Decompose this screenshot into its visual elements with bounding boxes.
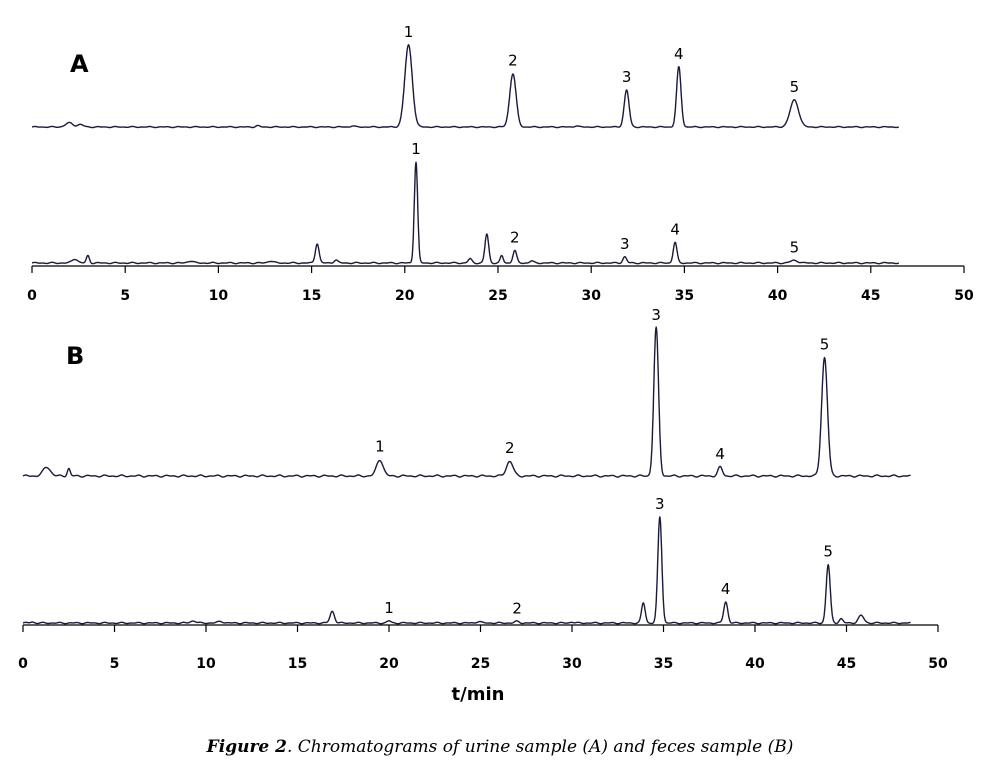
x-axis-title: t/min xyxy=(452,684,505,705)
peak-label: 4 xyxy=(670,220,680,238)
x-tick-label: 40 xyxy=(768,288,788,304)
x-tick-label: 45 xyxy=(861,288,880,304)
x-tick-label: 30 xyxy=(562,656,582,672)
figure-caption-text: . Chromatograms of urine sample (A) and … xyxy=(286,737,794,757)
x-tick-label: 5 xyxy=(110,656,120,672)
peak-label: 5 xyxy=(820,336,830,354)
peak-label: 2 xyxy=(508,52,518,70)
panel-b-upper-chromatogram: 1 2 3 4 5 xyxy=(22,306,911,478)
x-tick-label: 25 xyxy=(488,288,507,304)
peak-label: 2 xyxy=(512,599,522,617)
chromatogram-trace xyxy=(22,326,911,478)
figure-caption-number: Figure 2 xyxy=(206,737,287,757)
x-tick-label: 50 xyxy=(928,656,948,672)
x-tick-label: 10 xyxy=(209,288,229,304)
peak-label: 3 xyxy=(651,306,661,324)
peak-label: 1 xyxy=(375,438,385,456)
panel-b-label: B xyxy=(66,342,84,370)
peak-label: 4 xyxy=(721,580,731,598)
chromatogram-trace xyxy=(31,44,900,129)
panel-a-lower-chromatogram: 1 2 3 4 5 xyxy=(31,140,900,265)
x-tick-label: 45 xyxy=(837,656,856,672)
peak-label: 4 xyxy=(674,45,684,63)
peak-label: 3 xyxy=(655,495,665,513)
x-tick-label: 5 xyxy=(120,288,130,304)
panel-b-x-axis: 0 5 10 15 20 25 30 35 40 45 50 xyxy=(18,624,948,672)
peak-label: 1 xyxy=(384,599,394,617)
chromatogram-trace xyxy=(22,516,911,625)
x-tick-label: 40 xyxy=(745,656,765,672)
x-tick-label: 10 xyxy=(196,656,216,672)
panel-a-upper-chromatogram: 1 2 3 4 5 xyxy=(31,23,900,129)
x-tick-label: 35 xyxy=(675,288,694,304)
x-tick-label: 20 xyxy=(395,288,415,304)
chromatogram-trace xyxy=(31,161,900,265)
peak-label: 2 xyxy=(510,229,520,247)
peak-label: 5 xyxy=(790,78,800,96)
peak-label: 5 xyxy=(823,543,833,561)
panel-a-label: A xyxy=(70,50,89,78)
peak-label: 1 xyxy=(411,140,421,158)
peak-label: 5 xyxy=(790,238,800,256)
x-tick-label: 30 xyxy=(581,288,601,304)
peak-label: 3 xyxy=(622,68,632,86)
peak-label: 4 xyxy=(715,445,725,463)
peak-label: 2 xyxy=(505,439,515,457)
panel-a-x-axis: 0 5 10 15 20 25 30 35 40 45 50 xyxy=(27,265,974,304)
x-tick-label: 0 xyxy=(27,288,37,304)
x-tick-label: 35 xyxy=(654,656,673,672)
x-tick-label: 25 xyxy=(471,656,490,672)
x-tick-label: 15 xyxy=(288,656,307,672)
figure-caption: Figure 2. Chromatograms of urine sample … xyxy=(0,737,1000,757)
x-tick-label: 20 xyxy=(379,656,399,672)
peak-label: 1 xyxy=(404,23,414,41)
x-tick-label: 0 xyxy=(18,656,28,672)
x-tick-label: 50 xyxy=(954,288,974,304)
peak-label: 3 xyxy=(620,235,630,253)
x-tick-label: 15 xyxy=(302,288,321,304)
panel-b-lower-chromatogram: 1 2 3 4 5 xyxy=(22,495,911,625)
